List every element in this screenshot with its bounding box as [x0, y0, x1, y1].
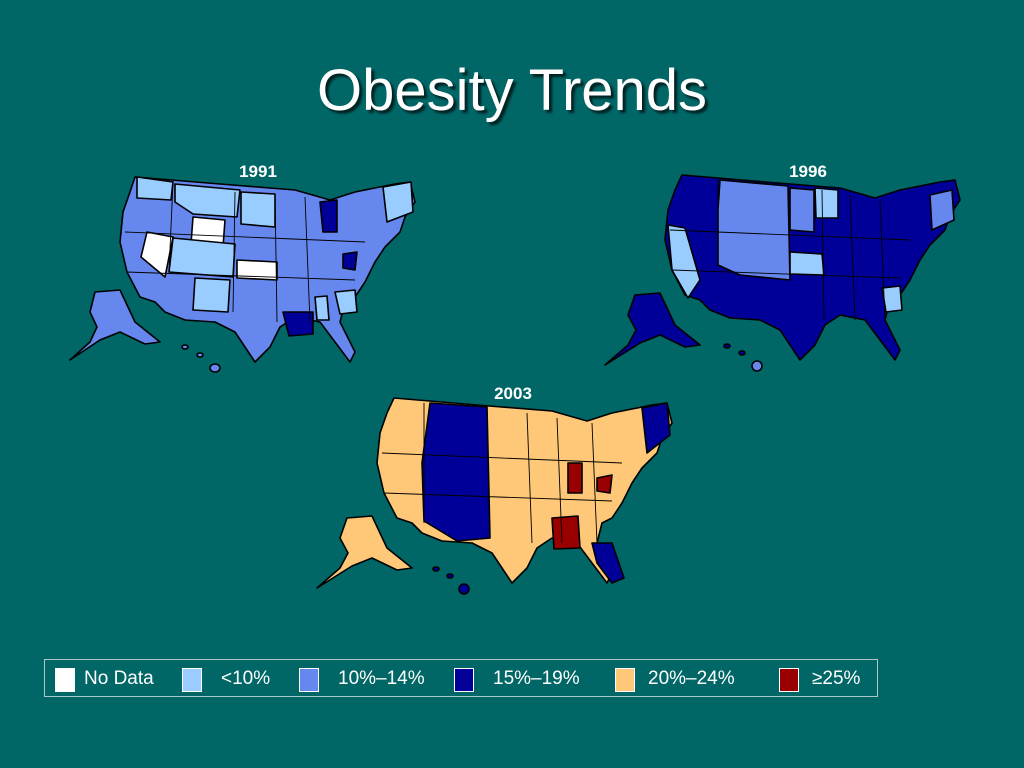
state-new-england	[929, 189, 955, 231]
state-florida	[591, 542, 625, 584]
legend-swatch	[454, 668, 474, 692]
state-kansas-oklahoma	[789, 251, 825, 276]
slide-title: Obesity Trends	[316, 58, 708, 123]
state-west-region	[717, 179, 791, 281]
hawaii-island	[738, 350, 746, 356]
state-nevada	[140, 231, 174, 278]
us-map-1996	[604, 174, 961, 372]
alaska-shape	[316, 515, 413, 589]
legend-swatch	[779, 668, 799, 692]
map-year-label: 1996	[789, 162, 827, 181]
state-dakotas	[789, 187, 815, 233]
map-year-label: 2003	[494, 384, 532, 403]
state-dakotas	[240, 191, 276, 228]
alaska-shape	[69, 289, 161, 361]
alaska-shape	[604, 292, 701, 366]
state-utah-colorado	[168, 237, 236, 278]
legend-label: ≥25%	[812, 668, 861, 689]
state-montana	[174, 183, 241, 218]
state-mississippi-alabama	[551, 515, 581, 550]
map-year-label: 1991	[239, 162, 277, 181]
hawaii-island	[209, 363, 221, 373]
state-california	[667, 224, 701, 299]
state-georgia	[334, 289, 358, 315]
legend-swatch	[299, 668, 319, 692]
state-indiana	[567, 462, 583, 494]
hawaii-island	[196, 352, 204, 358]
state-new-england	[382, 181, 414, 223]
state-georgia	[881, 285, 903, 313]
map-legend: No Data <10% 10%–14% 15%–19% 20%–24% ≥25…	[44, 659, 878, 697]
hawaii-island	[458, 583, 470, 595]
state-minnesota	[814, 187, 839, 219]
state-new-england	[641, 402, 671, 454]
hawaii-island	[751, 360, 763, 372]
hawaii-island	[446, 573, 454, 579]
legend-label: 10%–14%	[338, 668, 425, 689]
state-west-virginia	[342, 251, 358, 271]
state-new-mexico	[192, 277, 231, 313]
contiguous-us-shape	[376, 397, 673, 584]
legend-label: 15%–19%	[493, 668, 580, 689]
state-west-virginia	[596, 474, 613, 494]
us-map-1991	[69, 176, 416, 373]
state-mountain-region	[421, 402, 491, 542]
hawaii-island	[723, 343, 731, 349]
legend-swatch	[55, 668, 75, 692]
us-map-2003	[316, 397, 673, 595]
state-washington	[136, 176, 174, 201]
hawaii-island	[432, 566, 440, 572]
state-mississippi-south	[314, 295, 330, 321]
state-louisiana	[282, 311, 314, 337]
legend-label: 20%–24%	[648, 668, 735, 689]
legend-swatch	[182, 668, 202, 692]
hawaii-island	[181, 344, 189, 350]
legend-label: <10%	[221, 668, 271, 689]
legend-label: No Data	[84, 668, 154, 689]
state-kansas	[236, 259, 278, 281]
state-michigan	[319, 199, 338, 233]
legend-swatch	[615, 668, 635, 692]
